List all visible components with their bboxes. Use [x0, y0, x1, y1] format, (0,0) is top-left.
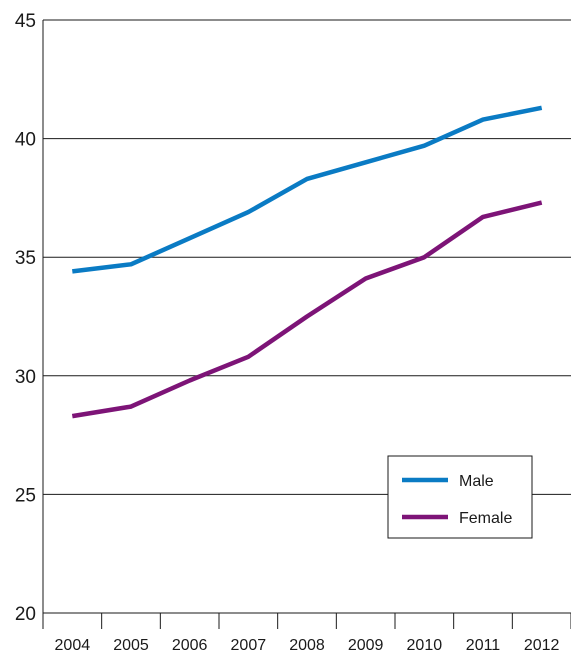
series-line-female — [71, 200, 543, 419]
x-tick-label: 2008 — [289, 637, 325, 654]
legend: Male Female — [387, 455, 533, 539]
y-tick-label: 35 — [15, 248, 36, 269]
x-tick-label: 2010 — [407, 637, 443, 654]
x-tick-label: 2012 — [524, 637, 560, 654]
y-tick-label: 45 — [15, 11, 36, 32]
y-axis-ticks: 20 25 30 35 40 45 — [15, 11, 36, 625]
x-tick-label: 2007 — [231, 637, 267, 654]
y-tick-label: 25 — [15, 485, 36, 506]
x-tick-label: 2009 — [348, 637, 384, 654]
x-tick-label: 2004 — [55, 637, 91, 654]
series-lines — [71, 105, 543, 419]
x-tick-label: 2006 — [172, 637, 208, 654]
legend-box — [387, 455, 533, 539]
x-axis-ticks: 2004 2005 2006 2007 2008 2009 2010 2011 2012 — [42, 613, 571, 654]
y-tick-label: 30 — [15, 367, 36, 388]
series-line-male — [72, 105, 543, 274]
x-tick-label: 2011 — [466, 637, 501, 654]
y-tick-label: 40 — [15, 130, 36, 151]
axes — [42, 20, 571, 614]
legend-label-male: Male — [459, 473, 494, 490]
legend-label-female: Female — [459, 510, 512, 527]
gridlines — [43, 19, 571, 495]
x-tick-label: 2005 — [113, 637, 149, 654]
y-tick-label: 20 — [15, 604, 36, 625]
